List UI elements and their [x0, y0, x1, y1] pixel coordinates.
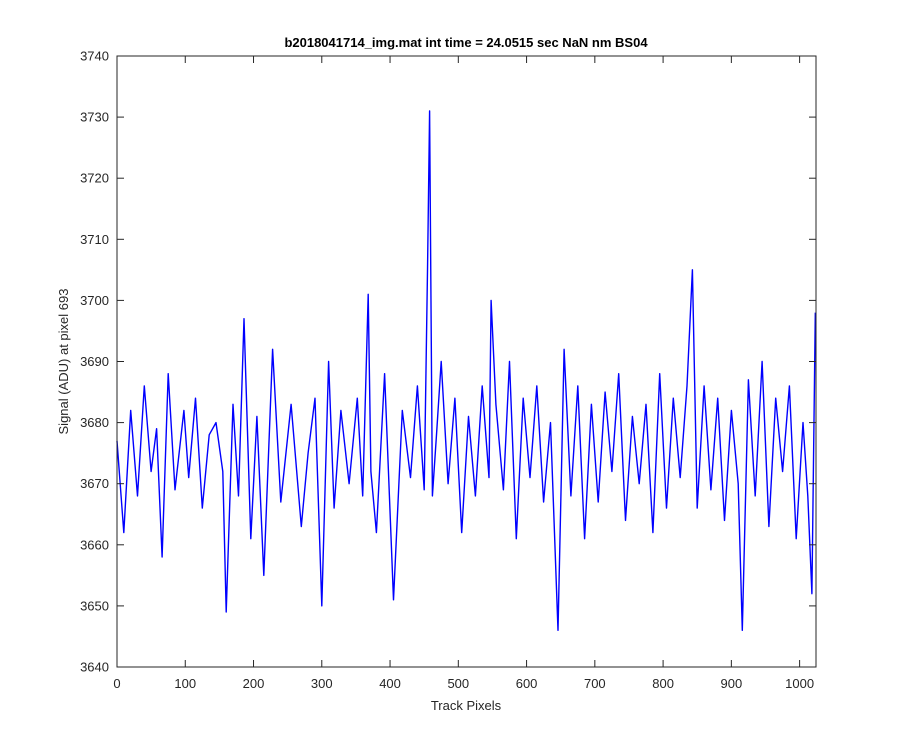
plot-area [117, 56, 816, 667]
y-tick-label: 3650 [80, 598, 109, 613]
y-tick-label: 3640 [80, 660, 109, 675]
y-tick-label: 3680 [80, 415, 109, 430]
x-tick-label: 1000 [785, 676, 814, 691]
series-layer [116, 110, 816, 631]
y-tick-label: 3700 [80, 293, 109, 308]
x-tick-label: 900 [721, 676, 743, 691]
chart-title: b2018041714_img.mat int time = 24.0515 s… [284, 35, 648, 50]
y-tick-label: 3670 [80, 476, 109, 491]
y-tick-label: 3710 [80, 232, 109, 247]
x-axis-ticks: 0 100 200 300 400 500 600 700 800 900 1000 [113, 56, 814, 691]
x-axis-label: Track Pixels [431, 698, 502, 713]
y-axis-ticks: 3640 3650 3660 3670 3680 3690 3700 3710 3720 3730… [80, 49, 816, 675]
y-tick-label: 3660 [80, 537, 109, 552]
y-tick-label: 3720 [80, 171, 109, 186]
series-line-0 [116, 110, 816, 631]
x-tick-label: 600 [516, 676, 538, 691]
x-tick-label: 700 [584, 676, 606, 691]
x-tick-label: 0 [113, 676, 120, 691]
x-tick-label: 800 [652, 676, 674, 691]
x-tick-label: 500 [447, 676, 469, 691]
y-tick-label: 3740 [80, 49, 109, 64]
y-axis-label: Signal (ADU) at pixel 693 [56, 289, 71, 435]
x-tick-label: 300 [311, 676, 333, 691]
x-tick-label: 400 [379, 676, 401, 691]
y-tick-label: 3690 [80, 354, 109, 369]
x-tick-label: 200 [243, 676, 265, 691]
x-tick-label: 100 [174, 676, 196, 691]
y-tick-label: 3730 [80, 110, 109, 125]
